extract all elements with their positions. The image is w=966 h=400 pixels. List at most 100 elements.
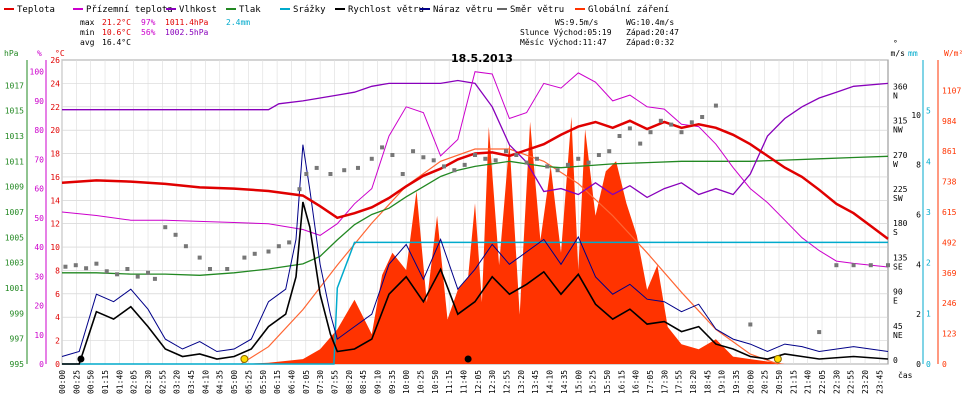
dir-tick: 270 bbox=[893, 151, 908, 160]
legend-label: Teplota bbox=[17, 5, 55, 15]
ms-tick: 2 bbox=[916, 310, 921, 319]
hpa-tick: 1007 bbox=[5, 208, 24, 217]
dir-name: NW bbox=[893, 126, 903, 135]
series-pressure bbox=[62, 155, 889, 276]
rad-tick: 246 bbox=[942, 299, 957, 308]
time-tick: 09:35 bbox=[388, 370, 397, 394]
time-tick: 10:50 bbox=[431, 370, 440, 394]
moonset-stat: Západ:0:32 bbox=[626, 38, 674, 47]
wind-dir-point bbox=[545, 164, 550, 169]
wind-dir-point bbox=[287, 240, 292, 245]
hpa-tick: 1017 bbox=[5, 81, 24, 90]
mm-tick: 1 bbox=[926, 309, 931, 318]
wind-dir-point bbox=[700, 115, 705, 119]
wind-dir-point bbox=[342, 168, 347, 173]
pct-tick: 60 bbox=[34, 185, 44, 194]
wind-dir-point bbox=[679, 130, 684, 135]
time-tick: 15:25 bbox=[589, 370, 598, 394]
wind-dir-point bbox=[442, 164, 447, 169]
time-tick: 12:55 bbox=[503, 370, 512, 394]
time-tick: 18:45 bbox=[703, 370, 712, 394]
time-tick: 22:55 bbox=[847, 370, 856, 394]
series-temperature bbox=[61, 119, 889, 240]
time-tick: 00:50 bbox=[87, 370, 96, 394]
moonrise-marker bbox=[464, 355, 472, 363]
time-tick: 00:25 bbox=[72, 370, 81, 394]
time-tick: 02:30 bbox=[144, 370, 153, 394]
pct-tick: 0 bbox=[39, 360, 44, 369]
wind-dir-point bbox=[314, 165, 319, 170]
wind-dir-point bbox=[851, 263, 856, 268]
wind-dir-point bbox=[328, 172, 333, 176]
dir-tick: 315 bbox=[893, 117, 908, 126]
wind-dir-point bbox=[576, 156, 581, 161]
time-tick: 05:50 bbox=[259, 370, 268, 394]
time-tick: 07:30 bbox=[316, 370, 325, 394]
dir-name: N bbox=[893, 91, 898, 100]
wind-dir-point bbox=[207, 267, 212, 271]
series-ground-temp bbox=[61, 71, 889, 268]
dir-tick: 360 bbox=[893, 82, 908, 91]
stat-value: 56% bbox=[141, 28, 156, 37]
time-tick: 21:40 bbox=[804, 370, 813, 394]
time-tick: 18:20 bbox=[689, 370, 698, 394]
legend-label: Směr větru bbox=[510, 5, 564, 15]
stats-panel: max 21.2°C 97% 1011.4hPa 2.4mm min 10.6°C 56% 10… bbox=[80, 18, 679, 47]
time-tick: 07:55 bbox=[330, 370, 339, 394]
time-tick: 00:00 bbox=[58, 370, 67, 394]
dir-name: SW bbox=[893, 194, 903, 203]
wind-dir-point bbox=[648, 130, 653, 135]
hpa-tick: 1013 bbox=[5, 132, 24, 141]
pct-tick: 10 bbox=[34, 331, 44, 340]
hpa-tick: 1011 bbox=[5, 157, 24, 166]
wind-dir-point bbox=[748, 322, 753, 327]
sunrise-stat: Slunce Východ:05:19 bbox=[520, 28, 612, 37]
wind-dir-point bbox=[115, 272, 120, 277]
wind-dir-point bbox=[84, 266, 89, 271]
wind-dir-point bbox=[886, 263, 890, 268]
wind-dir-point bbox=[586, 160, 591, 165]
wind-dir-point bbox=[524, 160, 529, 165]
time-tick: 23:45 bbox=[875, 370, 884, 394]
rad-tick: 1107 bbox=[942, 86, 961, 95]
series-radiation-clear bbox=[240, 148, 779, 365]
axes: hPa% °C9959979991001100310051007100910111… bbox=[4, 39, 963, 394]
time-tick: 21:15 bbox=[789, 370, 798, 394]
wind-dir-point bbox=[462, 162, 467, 167]
dir-name: E bbox=[893, 297, 898, 306]
wind-dir-point bbox=[125, 267, 130, 271]
legend-label: Tlak bbox=[239, 5, 261, 15]
time-tick: 03:45 bbox=[187, 370, 196, 394]
hpa-tick: 1015 bbox=[5, 107, 24, 116]
wind-dir-point bbox=[400, 172, 405, 176]
mm-tick: 2 bbox=[926, 259, 931, 268]
ms-unit: m/s bbox=[891, 49, 906, 58]
wind-dir-point bbox=[73, 263, 78, 268]
temp-tick: 24 bbox=[50, 79, 60, 88]
x-axis-label: čas bbox=[898, 370, 913, 380]
time-tick: 10:00 bbox=[402, 370, 411, 394]
series-radiation bbox=[62, 116, 888, 364]
time-tick: 05:00 bbox=[230, 370, 239, 394]
pct-tick: 30 bbox=[34, 272, 44, 281]
wind-dir-point bbox=[173, 232, 178, 237]
hpa-tick: 999 bbox=[10, 309, 25, 318]
temp-tick: 10 bbox=[50, 243, 60, 252]
wind-dir-point bbox=[411, 149, 416, 154]
wind-dir-point bbox=[868, 263, 873, 268]
legend-label: Náraz větru bbox=[433, 5, 493, 15]
temp-tick: 8 bbox=[55, 266, 60, 275]
hpa-tick: 995 bbox=[10, 360, 25, 369]
wind-dir-point bbox=[607, 149, 612, 154]
time-tick: 22:05 bbox=[818, 370, 827, 394]
rad-tick: 492 bbox=[942, 238, 957, 247]
series-rain bbox=[62, 241, 888, 365]
time-tick: 15:00 bbox=[574, 370, 583, 394]
pct-tick: 40 bbox=[34, 243, 44, 252]
ms-tick: 10 bbox=[911, 111, 921, 120]
moonset-marker bbox=[77, 355, 85, 363]
ms-tick: 0 bbox=[916, 360, 921, 369]
legend-label: Rychlost větru bbox=[348, 5, 424, 15]
wind-dir-point bbox=[565, 162, 570, 167]
ms-tick: 4 bbox=[916, 260, 921, 269]
